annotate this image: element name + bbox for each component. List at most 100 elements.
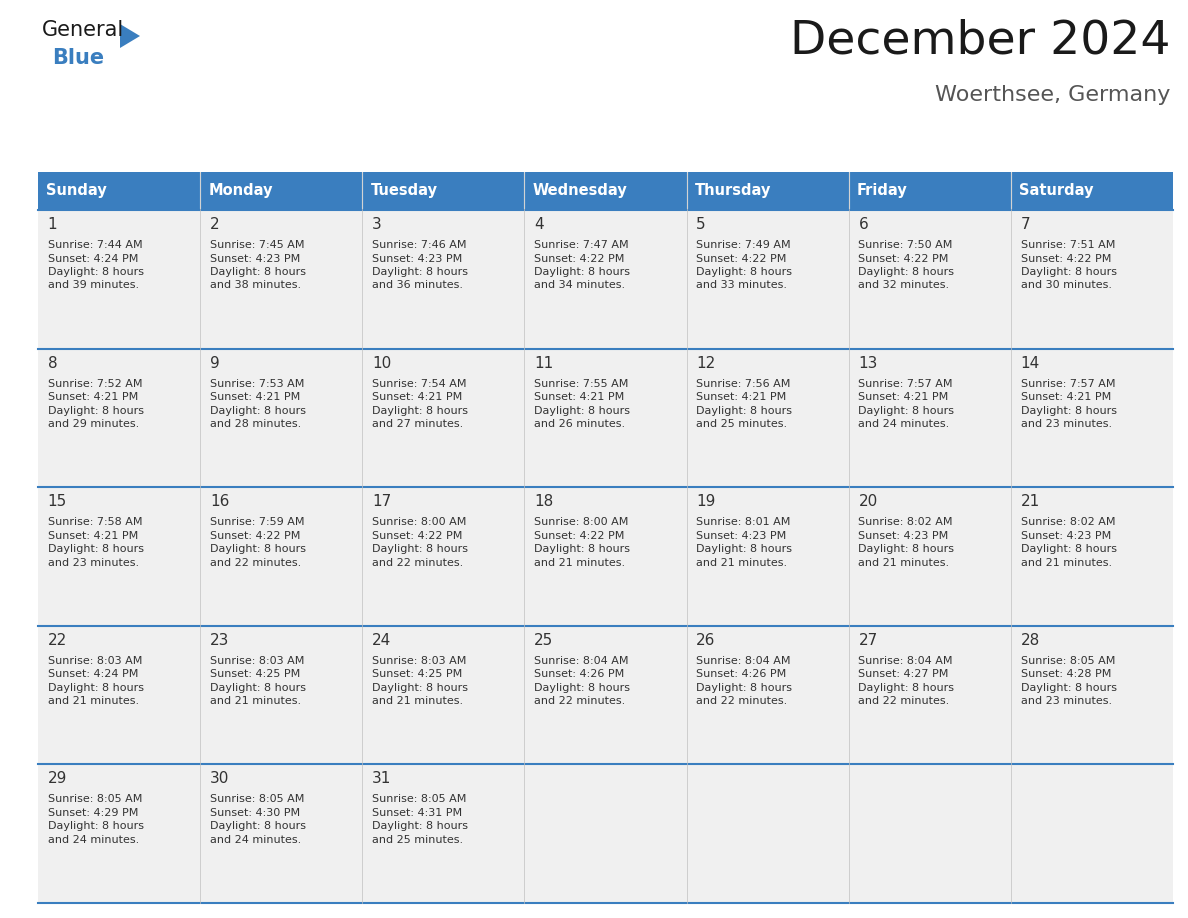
Text: and 21 minutes.: and 21 minutes.: [372, 696, 463, 706]
Text: Daylight: 8 hours: Daylight: 8 hours: [1020, 406, 1117, 416]
Text: Daylight: 8 hours: Daylight: 8 hours: [859, 683, 954, 693]
Bar: [1011, 487, 1173, 626]
Text: Sunrise: 7:46 AM: Sunrise: 7:46 AM: [372, 240, 467, 250]
Text: Sunset: 4:23 PM: Sunset: 4:23 PM: [210, 253, 301, 263]
Text: Daylight: 8 hours: Daylight: 8 hours: [696, 544, 792, 554]
Text: 30: 30: [210, 771, 229, 787]
Text: Daylight: 8 hours: Daylight: 8 hours: [372, 822, 468, 832]
Text: and 33 minutes.: and 33 minutes.: [696, 281, 788, 290]
Text: Sunrise: 7:54 AM: Sunrise: 7:54 AM: [372, 378, 467, 388]
Text: Sunrise: 8:03 AM: Sunrise: 8:03 AM: [372, 655, 467, 666]
Text: Sunrise: 8:02 AM: Sunrise: 8:02 AM: [1020, 517, 1116, 527]
Bar: [524, 172, 687, 210]
Text: Sunset: 4:31 PM: Sunset: 4:31 PM: [372, 808, 462, 818]
Bar: [1011, 210, 1173, 349]
Text: December 2024: December 2024: [790, 18, 1170, 63]
Bar: [848, 210, 1011, 349]
Text: and 39 minutes.: and 39 minutes.: [48, 281, 139, 290]
Text: and 23 minutes.: and 23 minutes.: [48, 558, 139, 567]
Text: Daylight: 8 hours: Daylight: 8 hours: [210, 544, 305, 554]
Text: 22: 22: [48, 633, 67, 648]
Text: Daylight: 8 hours: Daylight: 8 hours: [210, 822, 305, 832]
Text: and 21 minutes.: and 21 minutes.: [48, 696, 139, 706]
Text: Sunrise: 7:57 AM: Sunrise: 7:57 AM: [859, 378, 953, 388]
Text: Friday: Friday: [857, 184, 908, 198]
Bar: [38, 626, 200, 765]
Text: Daylight: 8 hours: Daylight: 8 hours: [859, 406, 954, 416]
Bar: [362, 349, 524, 487]
Text: Woerthsee, Germany: Woerthsee, Germany: [935, 85, 1170, 105]
Text: Daylight: 8 hours: Daylight: 8 hours: [372, 544, 468, 554]
Bar: [848, 487, 1011, 626]
Text: Daylight: 8 hours: Daylight: 8 hours: [535, 683, 630, 693]
Text: Sunset: 4:22 PM: Sunset: 4:22 PM: [535, 531, 625, 541]
Text: and 28 minutes.: and 28 minutes.: [210, 420, 301, 429]
Text: Sunset: 4:25 PM: Sunset: 4:25 PM: [372, 669, 462, 679]
Text: Sunset: 4:28 PM: Sunset: 4:28 PM: [1020, 669, 1111, 679]
Text: Daylight: 8 hours: Daylight: 8 hours: [48, 406, 144, 416]
Bar: [362, 172, 524, 210]
Text: Sunday: Sunday: [46, 184, 107, 198]
Text: Sunrise: 7:50 AM: Sunrise: 7:50 AM: [859, 240, 953, 250]
Text: Daylight: 8 hours: Daylight: 8 hours: [696, 267, 792, 277]
Text: Sunset: 4:21 PM: Sunset: 4:21 PM: [859, 392, 949, 402]
Text: Sunrise: 7:56 AM: Sunrise: 7:56 AM: [696, 378, 791, 388]
Text: Monday: Monday: [208, 184, 273, 198]
Text: and 22 minutes.: and 22 minutes.: [210, 558, 301, 567]
Text: Sunset: 4:21 PM: Sunset: 4:21 PM: [1020, 392, 1111, 402]
Text: 2: 2: [210, 217, 220, 232]
Text: 4: 4: [535, 217, 544, 232]
Text: Sunset: 4:23 PM: Sunset: 4:23 PM: [1020, 531, 1111, 541]
Polygon shape: [120, 24, 140, 48]
Text: and 25 minutes.: and 25 minutes.: [696, 420, 788, 429]
Text: Sunrise: 7:58 AM: Sunrise: 7:58 AM: [48, 517, 143, 527]
Bar: [362, 626, 524, 765]
Bar: [524, 487, 687, 626]
Bar: [1011, 765, 1173, 903]
Text: Sunrise: 7:51 AM: Sunrise: 7:51 AM: [1020, 240, 1116, 250]
Text: 24: 24: [372, 633, 391, 648]
Bar: [200, 210, 362, 349]
Bar: [524, 626, 687, 765]
Text: and 22 minutes.: and 22 minutes.: [696, 696, 788, 706]
Text: 29: 29: [48, 771, 67, 787]
Text: and 25 minutes.: and 25 minutes.: [372, 834, 463, 845]
Text: and 27 minutes.: and 27 minutes.: [372, 420, 463, 429]
Bar: [362, 765, 524, 903]
Bar: [38, 172, 200, 210]
Text: Daylight: 8 hours: Daylight: 8 hours: [696, 406, 792, 416]
Text: Daylight: 8 hours: Daylight: 8 hours: [1020, 544, 1117, 554]
Text: Sunrise: 8:01 AM: Sunrise: 8:01 AM: [696, 517, 791, 527]
Text: 7: 7: [1020, 217, 1030, 232]
Text: Sunset: 4:27 PM: Sunset: 4:27 PM: [859, 669, 949, 679]
Bar: [524, 349, 687, 487]
Text: General: General: [42, 20, 125, 40]
Text: 10: 10: [372, 355, 391, 371]
Text: Sunrise: 8:05 AM: Sunrise: 8:05 AM: [48, 794, 143, 804]
Text: 28: 28: [1020, 633, 1040, 648]
Text: 3: 3: [372, 217, 381, 232]
Bar: [524, 765, 687, 903]
Text: and 32 minutes.: and 32 minutes.: [859, 281, 949, 290]
Text: Daylight: 8 hours: Daylight: 8 hours: [859, 544, 954, 554]
Text: and 30 minutes.: and 30 minutes.: [1020, 281, 1112, 290]
Text: and 21 minutes.: and 21 minutes.: [696, 558, 788, 567]
Text: Sunset: 4:22 PM: Sunset: 4:22 PM: [210, 531, 301, 541]
Text: Daylight: 8 hours: Daylight: 8 hours: [48, 544, 144, 554]
Text: 1: 1: [48, 217, 57, 232]
Bar: [362, 210, 524, 349]
Text: Daylight: 8 hours: Daylight: 8 hours: [696, 683, 792, 693]
Text: 15: 15: [48, 494, 67, 509]
Text: Sunrise: 8:04 AM: Sunrise: 8:04 AM: [696, 655, 791, 666]
Text: and 22 minutes.: and 22 minutes.: [535, 696, 625, 706]
Text: 31: 31: [372, 771, 391, 787]
Text: Sunset: 4:23 PM: Sunset: 4:23 PM: [372, 253, 462, 263]
Text: Daylight: 8 hours: Daylight: 8 hours: [210, 267, 305, 277]
Text: and 21 minutes.: and 21 minutes.: [210, 696, 301, 706]
Text: Sunrise: 7:53 AM: Sunrise: 7:53 AM: [210, 378, 304, 388]
Bar: [687, 210, 848, 349]
Bar: [848, 172, 1011, 210]
Text: Sunrise: 8:00 AM: Sunrise: 8:00 AM: [372, 517, 467, 527]
Text: 14: 14: [1020, 355, 1040, 371]
Text: and 22 minutes.: and 22 minutes.: [372, 558, 463, 567]
